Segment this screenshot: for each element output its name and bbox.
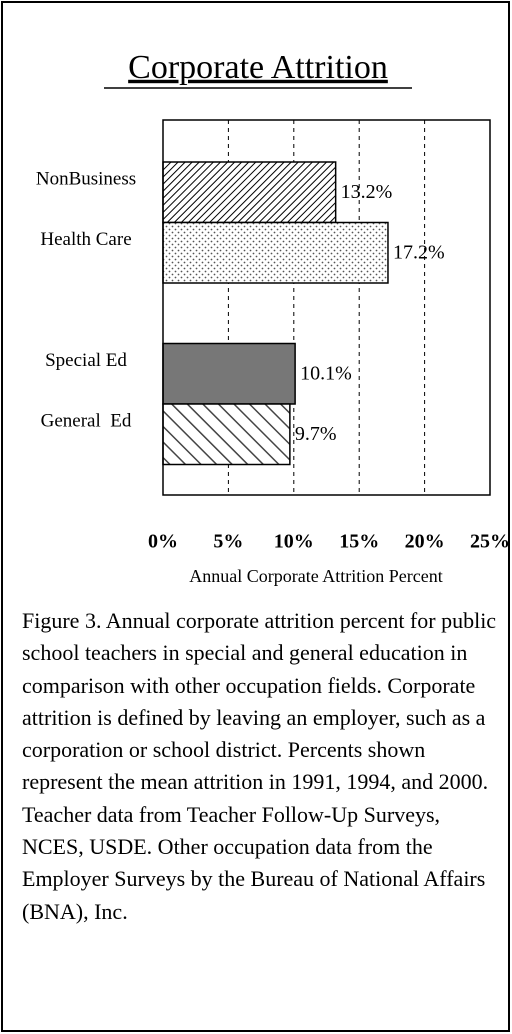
plot-frame (162, 119, 491, 496)
y-tick-label: General Ed (41, 411, 132, 432)
value-label: 9.7% (295, 423, 337, 445)
x-axis-label: Annual Corporate Attrition Percent (189, 566, 442, 586)
y-tick-label: Health Care (40, 229, 131, 250)
x-tick-label: 0% (148, 531, 178, 553)
x-tick-label: 10% (274, 531, 314, 553)
bar (162, 161, 337, 224)
x-tick-label: 25% (470, 531, 510, 553)
value-label: 10.1% (300, 362, 352, 384)
chart-title: Corporate Attrition (128, 49, 388, 86)
bar (162, 403, 291, 466)
x-tick-label: 15% (339, 531, 379, 553)
y-tick-label: Special Ed (45, 350, 127, 371)
x-tick-label: 20% (405, 531, 445, 553)
value-label: 17.2% (393, 241, 445, 263)
caption: Figure 3. Annual corporate attrition per… (22, 608, 497, 924)
bar (162, 221, 389, 284)
value-label: 13.2% (341, 181, 393, 203)
x-tick-label: 5% (213, 531, 243, 553)
y-tick-label: NonBusiness (36, 169, 136, 190)
bar (162, 342, 296, 405)
